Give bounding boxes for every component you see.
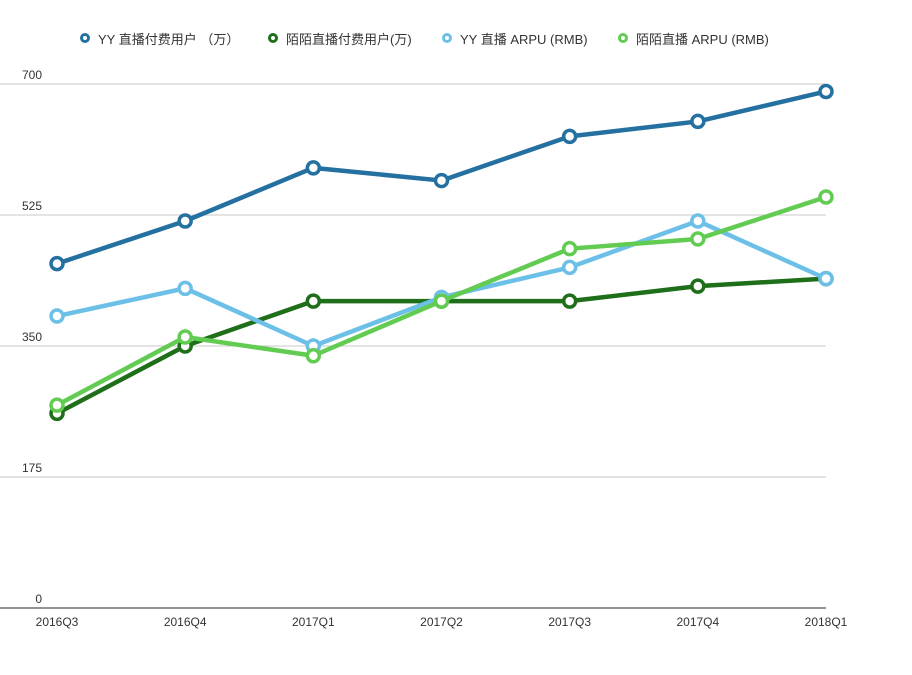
y-tick-label-175: 175 — [22, 461, 42, 475]
data-point-series2-2017Q3 — [561, 293, 578, 309]
x-tick-label-2016Q3: 2016Q3 — [36, 615, 79, 629]
data-point-series1-2017Q4 — [690, 113, 706, 130]
y-tick-label-0: 0 — [35, 592, 42, 606]
data-point-series4-2017Q1 — [305, 347, 322, 364]
legend-marker-icon — [80, 33, 90, 43]
x-tick-label-2016Q4: 2016Q4 — [164, 615, 207, 629]
data-point-series3-2016Q3 — [49, 308, 65, 324]
x-tick-label-2017Q2: 2017Q2 — [420, 615, 463, 629]
data-point-series4-2016Q3 — [49, 397, 65, 413]
data-point-series4-2017Q3 — [561, 240, 578, 257]
data-point-series2-2017Q1 — [305, 293, 322, 309]
x-tick-label-2017Q3: 2017Q3 — [548, 615, 591, 629]
data-point-series1-2017Q2 — [433, 172, 450, 189]
data-point-series1-2018Q1 — [818, 83, 834, 100]
data-point-series4-2018Q1 — [818, 189, 834, 205]
y-tick-label-700: 700 — [22, 68, 42, 82]
data-point-series1-2017Q3 — [561, 128, 578, 145]
legend-label: YY 直播付费用户 （万） — [98, 31, 240, 47]
data-point-series3-2017Q3 — [561, 259, 578, 276]
data-point-series4-2016Q4 — [177, 329, 193, 345]
legend: YY 直播付费用户 （万） 陌陌直播付费用户(万) YY 直播 ARPU (RMB)… — [0, 26, 912, 50]
data-point-series3-2017Q4 — [690, 213, 706, 229]
x-tick-label-2017Q1: 2017Q1 — [292, 615, 335, 629]
legend-marker-icon — [268, 33, 278, 43]
legend-item-4: 陌陌直播 ARPU (RMB) — [618, 26, 769, 50]
legend-item-3: YY 直播 ARPU (RMB) — [442, 26, 588, 50]
y-tick-label-350: 350 — [22, 330, 42, 344]
data-point-series2-2017Q4 — [690, 278, 706, 294]
legend-marker-icon — [618, 33, 628, 43]
data-point-series4-2017Q2 — [433, 293, 450, 309]
data-point-series1-2016Q3 — [49, 255, 65, 272]
legend-label: YY 直播 ARPU (RMB) — [460, 31, 588, 47]
y-tick-label-525: 525 — [22, 199, 42, 213]
data-point-series1-2017Q1 — [305, 160, 322, 176]
legend-label: 陌陌直播付费用户(万) — [286, 31, 412, 47]
data-point-series3-2016Q4 — [177, 280, 193, 297]
data-point-series1-2016Q4 — [177, 213, 193, 229]
legend-marker-icon — [442, 33, 452, 43]
legend-label: 陌陌直播 ARPU (RMB) — [636, 31, 769, 47]
data-point-series3-2018Q1 — [818, 270, 834, 287]
legend-item-2: 陌陌直播付费用户(万) — [268, 26, 412, 50]
legend-item-1: YY 直播付费用户 （万） — [80, 26, 239, 50]
x-tick-label-2017Q4: 2017Q4 — [676, 615, 719, 629]
x-tick-label-2018Q1: 2018Q1 — [805, 615, 848, 629]
data-point-series4-2017Q4 — [690, 231, 706, 247]
